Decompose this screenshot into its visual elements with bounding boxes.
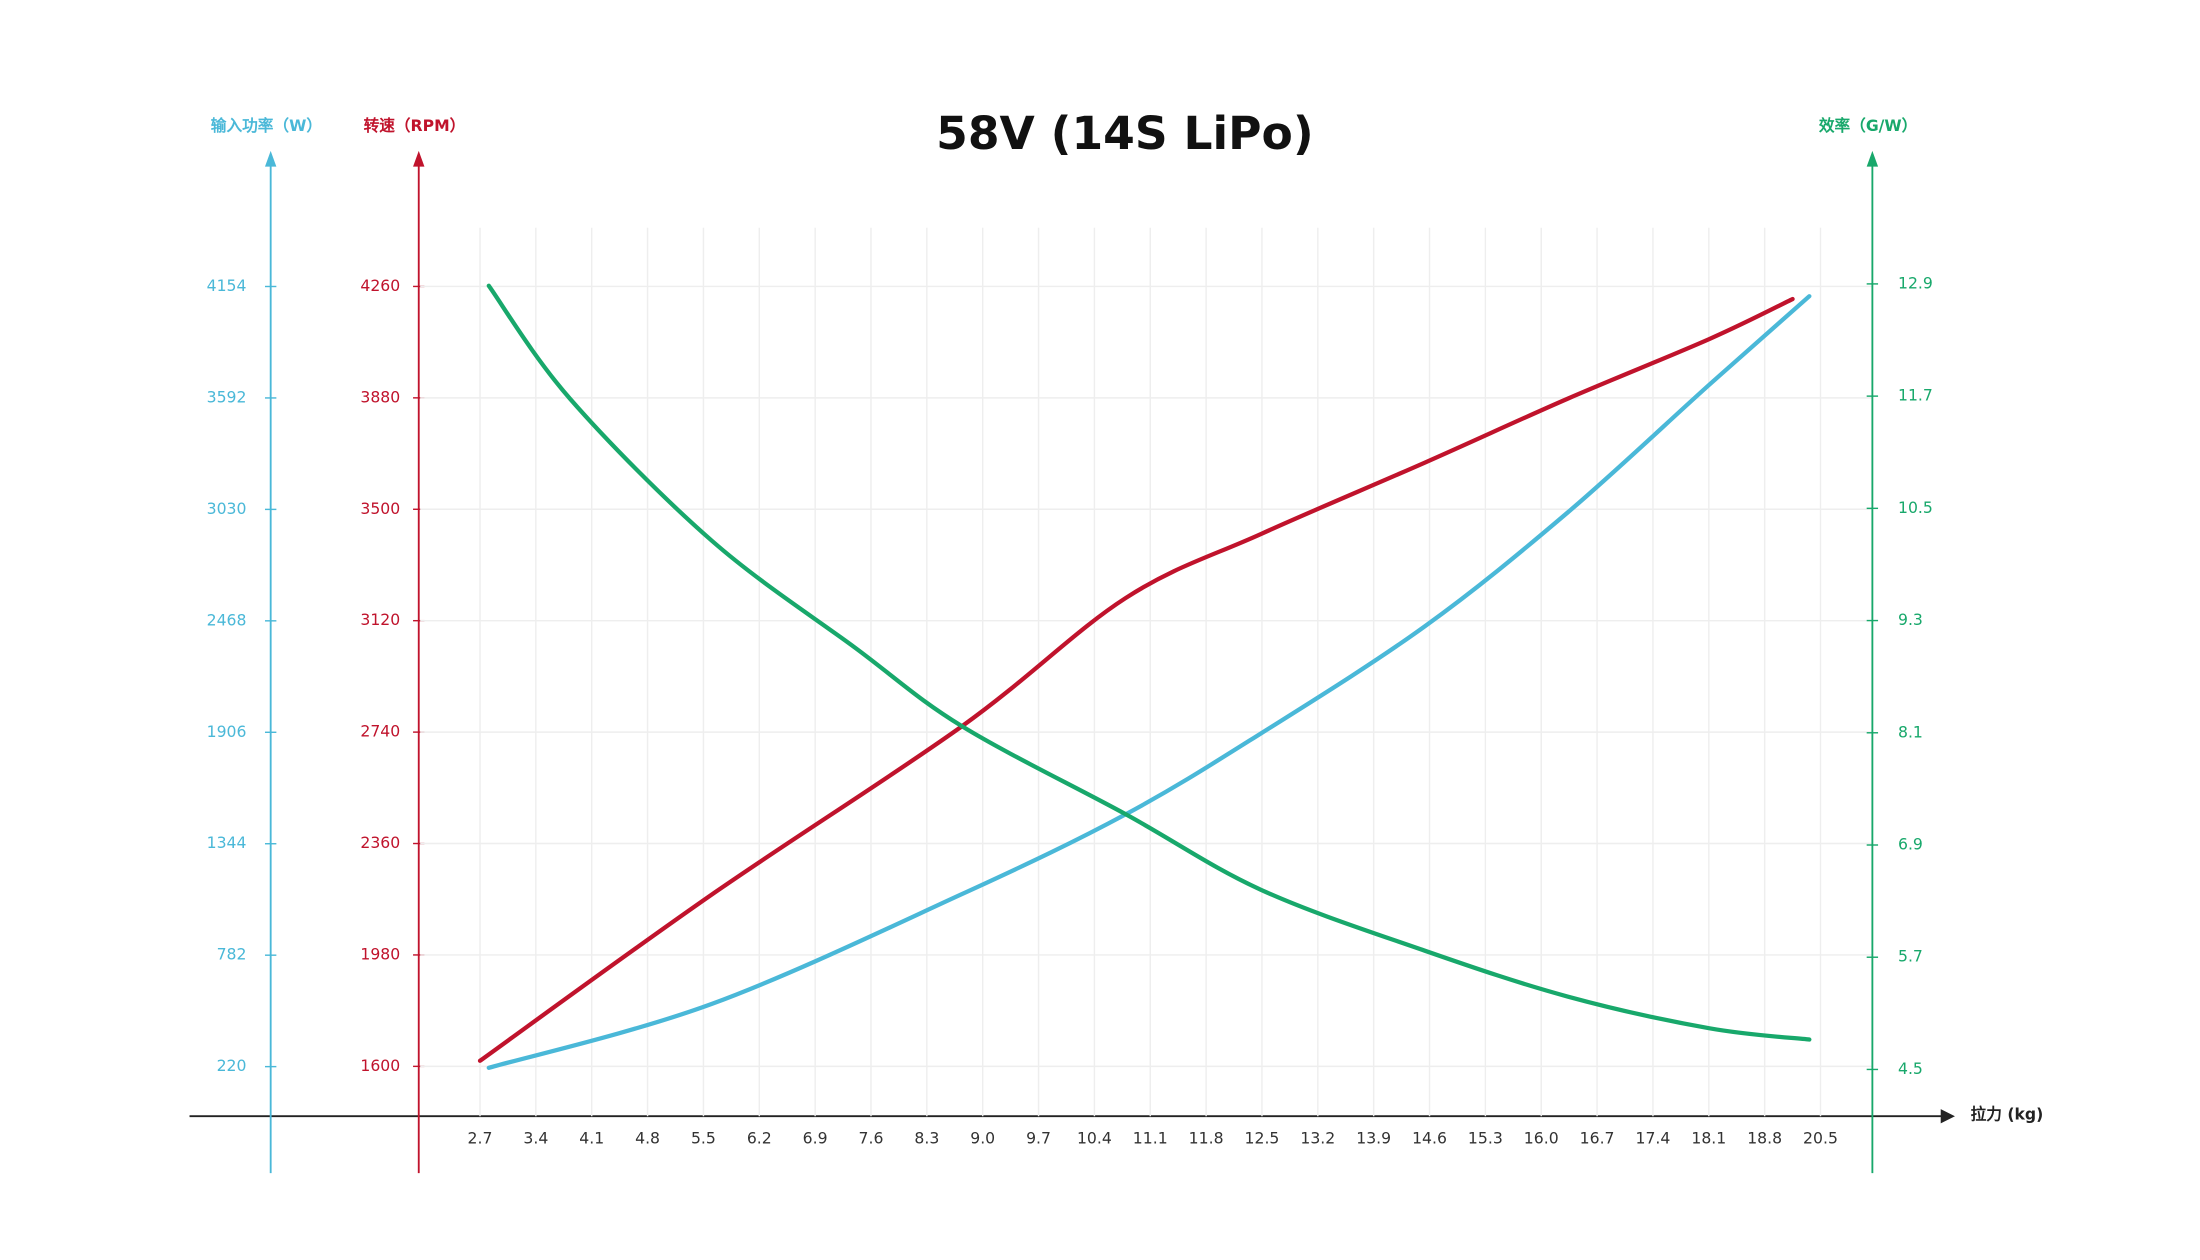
y-tick-label: 220 <box>217 1056 247 1075</box>
y-tick-label: 5.7 <box>1898 947 1923 966</box>
y-tick-label: 3120 <box>360 610 400 629</box>
x-tick-label: 18.8 <box>1747 1128 1782 1147</box>
x-tick-label: 8.3 <box>914 1128 939 1147</box>
x-tick-label: 16.7 <box>1580 1128 1615 1147</box>
y-tick-label: 4.5 <box>1898 1059 1923 1078</box>
x-tick-label: 7.6 <box>859 1128 884 1147</box>
x-tick-label: 12.5 <box>1245 1128 1280 1147</box>
y-tick-label: 10.5 <box>1898 498 1933 517</box>
y-tick-label: 1600 <box>360 1056 400 1075</box>
x-axis-arrow <box>1940 1109 1955 1124</box>
y-tick-label: 4154 <box>207 276 247 295</box>
series-line <box>477 296 1795 1063</box>
x-tick-label: 15.3 <box>1468 1128 1503 1147</box>
chart-title: 58V (14S LiPo) <box>936 107 1313 160</box>
x-tick-label: 3.4 <box>523 1128 548 1147</box>
x-tick-label: 11.8 <box>1189 1128 1224 1147</box>
x-tick-label: 10.4 <box>1077 1128 1112 1147</box>
y-tick-label: 3500 <box>360 499 400 518</box>
x-tick-label: 2.7 <box>468 1128 493 1147</box>
y-tick-label: 8.1 <box>1898 722 1923 741</box>
x-tick-label: 18.1 <box>1691 1128 1726 1147</box>
y-tick-label: 6.9 <box>1898 835 1923 854</box>
y-tick-label: 3880 <box>360 387 400 406</box>
y-axis-arrow <box>413 150 425 167</box>
y-axis-label: 输入功率（W） <box>211 116 322 135</box>
x-tick-label: 6.9 <box>803 1128 828 1147</box>
x-tick-label: 13.2 <box>1300 1128 1335 1147</box>
y-tick-label: 2468 <box>207 610 247 629</box>
y-axis-label: 效率（G/W） <box>1819 116 1917 135</box>
y-tick-label: 3592 <box>207 387 247 406</box>
x-tick-label: 16.0 <box>1524 1128 1559 1147</box>
y-tick-label: 12.9 <box>1898 273 1933 292</box>
x-tick-label: 9.0 <box>970 1128 995 1147</box>
x-tick-label: 20.5 <box>1803 1128 1838 1147</box>
y-tick-label: 2740 <box>360 722 400 741</box>
y-axis-arrow <box>1866 150 1879 167</box>
x-tick-label: 11.1 <box>1133 1128 1168 1147</box>
x-axis-label: 拉力 (kg) <box>1971 1104 2044 1123</box>
x-tick-label: 4.8 <box>635 1128 660 1147</box>
x-tick-label: 9.7 <box>1026 1128 1051 1147</box>
series-line <box>486 294 1812 1070</box>
x-tick-label: 5.5 <box>691 1128 716 1147</box>
series-line <box>486 283 1812 1042</box>
y-tick-label: 9.3 <box>1898 610 1923 629</box>
y-axis-label: 转速（RPM） <box>364 116 466 135</box>
y-tick-label: 3030 <box>207 499 247 518</box>
x-tick-label: 13.9 <box>1356 1128 1391 1147</box>
x-tick-label: 14.6 <box>1412 1128 1447 1147</box>
y-tick-label: 782 <box>217 945 247 964</box>
x-tick-label: 4.1 <box>579 1128 604 1147</box>
y-tick-label: 2360 <box>360 833 400 852</box>
y-tick-label: 1344 <box>207 833 247 852</box>
y-tick-label: 1980 <box>360 944 400 963</box>
x-tick-label: 6.2 <box>747 1128 772 1147</box>
y-tick-label: 11.7 <box>1898 386 1933 405</box>
y-tick-label: 4260 <box>360 276 400 295</box>
y-axis-arrow <box>264 150 277 167</box>
y-tick-label: 1906 <box>207 722 247 741</box>
x-tick-label: 17.4 <box>1636 1128 1671 1147</box>
